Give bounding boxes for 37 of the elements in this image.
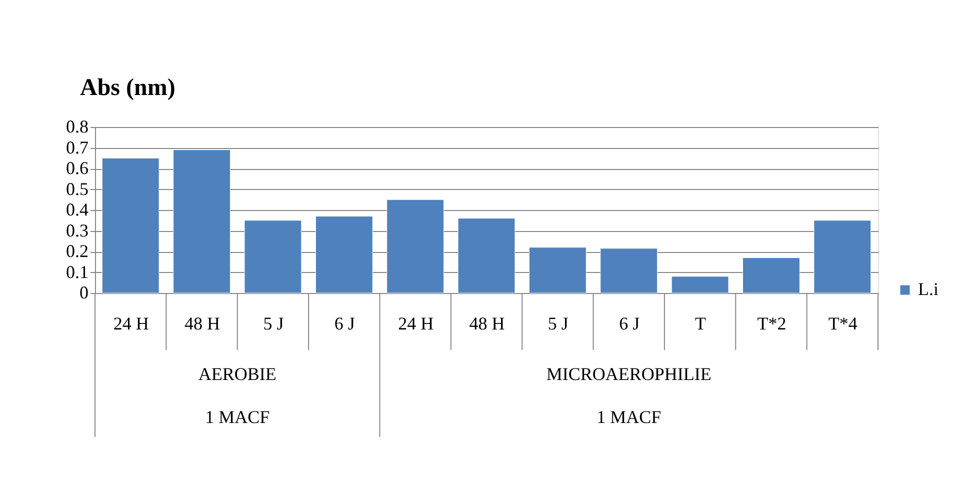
text: AEROBIE xyxy=(198,364,276,384)
bar xyxy=(671,276,729,294)
text: 1 MACF xyxy=(596,407,662,427)
y-tick-label: 0.7 xyxy=(66,137,88,158)
bar xyxy=(244,220,302,294)
y-tick-label: 0.2 xyxy=(66,241,88,261)
x-tick-label: 24 H xyxy=(113,314,149,334)
bar xyxy=(600,248,658,294)
x-tick-label: T*2 xyxy=(757,314,786,334)
y-tick-label: 0.1 xyxy=(66,262,88,282)
x-tick-label: 24 H xyxy=(398,314,434,334)
x-tick-label: 48 H xyxy=(184,314,220,334)
bar xyxy=(315,216,373,294)
y-tick-label: 0 xyxy=(80,282,88,302)
x-tick-label: 48 H xyxy=(469,314,505,334)
y-tick-label: 0.6 xyxy=(66,158,88,178)
text: 1 MACF xyxy=(205,407,270,427)
bar xyxy=(386,199,444,294)
y-tick-label: 0.8 xyxy=(66,116,88,136)
x-tick-label: 5 J xyxy=(263,314,284,334)
bar xyxy=(102,158,160,294)
y-tick-label: 0.5 xyxy=(66,178,88,199)
bar xyxy=(814,220,872,294)
y-tick-label: 0.3 xyxy=(66,220,88,240)
bar xyxy=(528,247,586,294)
x-tick-label: 6 J xyxy=(334,314,355,334)
text: MICROAEROPHILIE xyxy=(546,364,712,384)
x-tick-label: 5 J xyxy=(548,314,568,334)
x-tick-label: 6 J xyxy=(619,314,640,334)
x-tick-label: T xyxy=(695,314,706,334)
x-tick-label: T*4 xyxy=(828,314,858,334)
chart-title: Abs (nm) xyxy=(80,75,176,101)
legend-label: L.i xyxy=(918,279,938,299)
bar xyxy=(458,218,516,294)
bar xyxy=(173,150,230,294)
bar xyxy=(742,257,800,294)
y-tick-label: 0.4 xyxy=(66,200,88,220)
